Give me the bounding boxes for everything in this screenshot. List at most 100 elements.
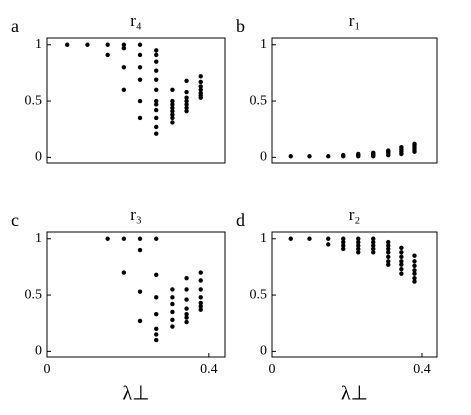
point bbox=[184, 315, 189, 320]
point bbox=[399, 266, 404, 272]
point bbox=[412, 275, 417, 281]
point bbox=[399, 245, 404, 250]
x-axis-label: λ⊥ bbox=[341, 383, 368, 405]
point bbox=[198, 307, 203, 312]
point bbox=[137, 98, 143, 104]
point bbox=[371, 150, 376, 156]
point bbox=[341, 239, 346, 245]
point bbox=[326, 242, 331, 247]
point bbox=[154, 107, 159, 113]
point bbox=[121, 236, 127, 241]
point bbox=[412, 263, 417, 268]
panel-title: r₂ bbox=[349, 205, 361, 224]
point bbox=[386, 262, 391, 267]
point bbox=[184, 102, 189, 107]
point bbox=[65, 42, 70, 47]
point bbox=[341, 152, 346, 158]
point bbox=[356, 246, 361, 252]
point bbox=[341, 243, 346, 248]
point bbox=[399, 259, 404, 264]
point bbox=[386, 243, 391, 248]
point bbox=[154, 272, 159, 277]
point bbox=[412, 141, 417, 147]
point bbox=[399, 262, 404, 267]
y-tick-label: 0.5 bbox=[250, 287, 268, 302]
point bbox=[154, 295, 159, 300]
point bbox=[105, 42, 110, 47]
y-tick-label: 0.5 bbox=[250, 93, 268, 108]
y-tick-label: 0 bbox=[260, 150, 267, 165]
point bbox=[184, 275, 189, 281]
point bbox=[137, 318, 143, 324]
point bbox=[326, 154, 331, 159]
point bbox=[137, 65, 143, 70]
point bbox=[198, 304, 203, 309]
point bbox=[386, 148, 391, 153]
y-tick-label: 0 bbox=[35, 150, 42, 165]
panel-label: b bbox=[236, 16, 245, 36]
y-tick-label: 1 bbox=[35, 231, 42, 246]
plot-frame bbox=[271, 37, 438, 164]
x-tick-label: 0.4 bbox=[200, 362, 218, 377]
point bbox=[154, 102, 159, 107]
panel-title: r₄ bbox=[130, 11, 142, 30]
panel-label: d bbox=[236, 210, 245, 230]
point bbox=[371, 239, 376, 245]
point bbox=[154, 124, 159, 130]
point bbox=[412, 279, 417, 284]
point bbox=[154, 52, 159, 58]
point bbox=[412, 268, 417, 273]
point bbox=[170, 287, 175, 292]
point bbox=[170, 105, 175, 111]
point bbox=[356, 151, 361, 157]
panel-title: r₁ bbox=[349, 11, 361, 30]
point bbox=[371, 250, 376, 255]
point bbox=[356, 236, 361, 241]
point bbox=[154, 312, 159, 317]
point bbox=[121, 42, 127, 47]
point bbox=[154, 337, 159, 343]
y-tick-label: 1 bbox=[260, 37, 267, 52]
point bbox=[184, 105, 189, 111]
point bbox=[288, 154, 293, 159]
x-axis-label: λ⊥ bbox=[122, 383, 149, 405]
point bbox=[170, 317, 175, 323]
point bbox=[184, 108, 189, 114]
point bbox=[184, 306, 189, 311]
point bbox=[137, 247, 143, 253]
point bbox=[184, 287, 189, 292]
point bbox=[137, 115, 143, 121]
point bbox=[386, 259, 391, 264]
point bbox=[371, 243, 376, 248]
point bbox=[184, 98, 189, 104]
plot-frame bbox=[46, 37, 226, 164]
point bbox=[170, 309, 175, 315]
point bbox=[170, 98, 175, 104]
point bbox=[184, 78, 189, 83]
point bbox=[137, 289, 143, 294]
point bbox=[198, 79, 203, 85]
point bbox=[170, 295, 175, 300]
point bbox=[386, 246, 391, 252]
point bbox=[341, 236, 346, 241]
point bbox=[154, 98, 159, 104]
y-tick-label: 0 bbox=[260, 344, 267, 359]
point bbox=[121, 87, 127, 93]
point bbox=[198, 278, 203, 283]
point bbox=[307, 236, 312, 241]
point bbox=[198, 74, 203, 79]
point bbox=[137, 236, 143, 241]
x-tick-label: 0 bbox=[44, 362, 51, 377]
panel-label: a bbox=[11, 16, 19, 36]
plot-frame bbox=[271, 231, 438, 358]
point bbox=[154, 48, 159, 53]
point bbox=[341, 246, 346, 252]
point bbox=[121, 45, 127, 51]
point bbox=[121, 65, 127, 70]
point bbox=[184, 95, 189, 100]
point bbox=[326, 236, 331, 241]
point bbox=[170, 301, 175, 307]
point bbox=[386, 254, 391, 259]
point bbox=[198, 95, 203, 100]
